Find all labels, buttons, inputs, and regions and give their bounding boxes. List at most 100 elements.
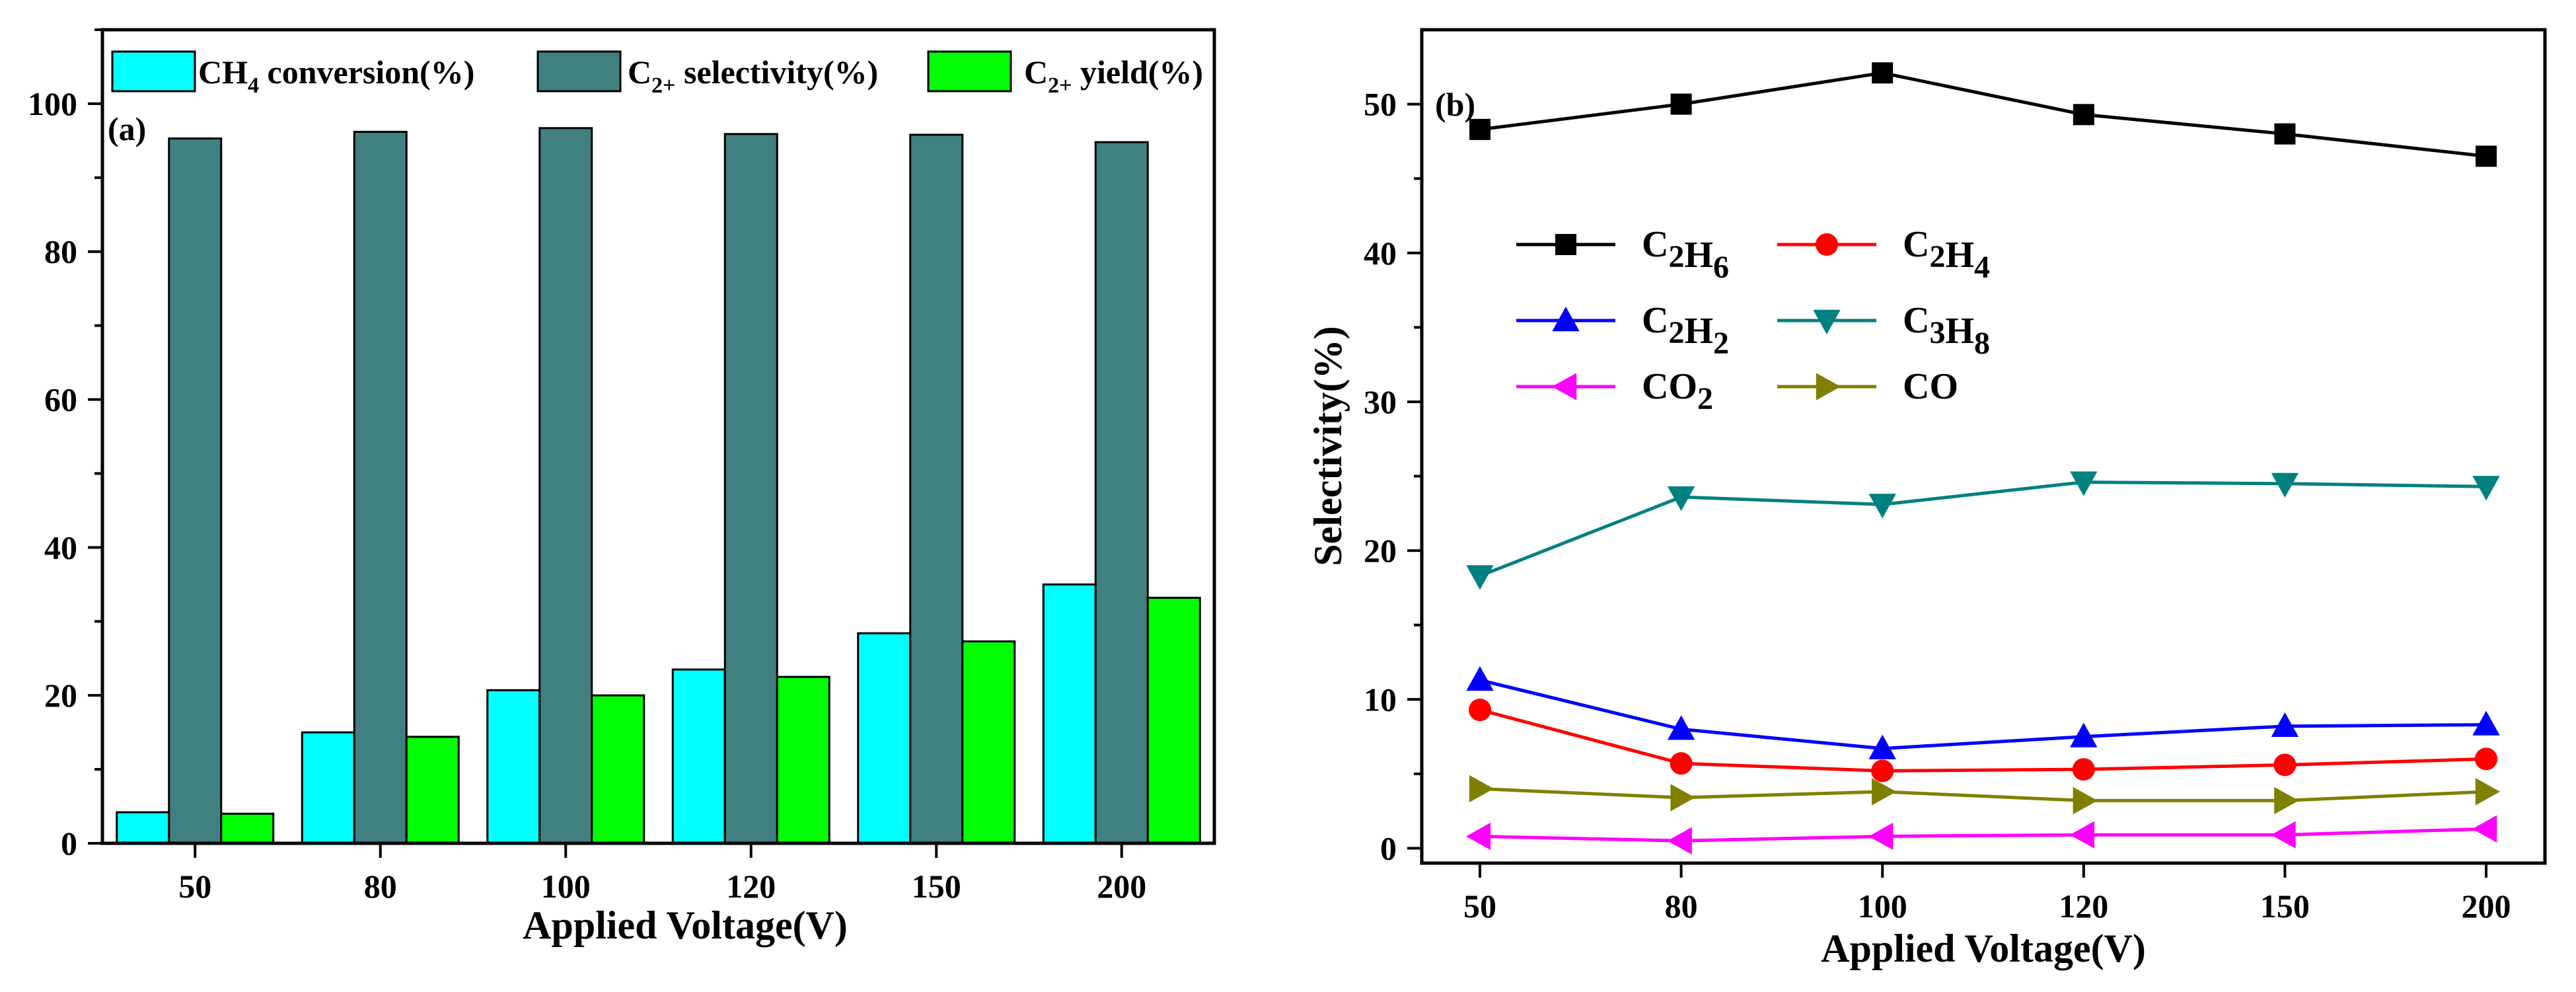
point-c2h4-100 — [1871, 759, 1894, 782]
bar-ch4-conversion-50 — [116, 811, 170, 845]
x-axis-title-b: Applied Voltage(V) — [1821, 927, 2146, 970]
legend-label: C2H2 — [1642, 300, 1729, 361]
y-tick-label: 20 — [1364, 532, 1397, 569]
line-co — [1479, 786, 2487, 802]
y-axis-b: 0 10 20 30 40 50 — [1364, 86, 1422, 866]
point-co-120 — [2073, 786, 2098, 815]
y-tick-label: 10 — [1364, 681, 1397, 718]
x-tick-label: 200 — [2462, 888, 2511, 925]
x-tick-label: 100 — [541, 868, 591, 905]
x-tick-label: 80 — [364, 868, 397, 905]
x-axis-title-a: Applied Voltage(V) — [523, 903, 848, 947]
legend-item-c2-selectivity: C2+ selectivity(%) — [536, 50, 878, 98]
legend-swatch — [927, 50, 1012, 93]
bar-c2-selectivity-50 — [168, 137, 223, 845]
y-tick-label: 50 — [1364, 86, 1397, 123]
legend-marker — [1816, 373, 1841, 401]
x-tick-label: 120 — [2059, 888, 2108, 925]
point-c2h6-80 — [1670, 93, 1692, 115]
bar-c2-yield-50 — [220, 812, 275, 845]
legend-item-c2h4: C2H4 — [1777, 224, 1990, 285]
bar-c2-selectivity-100 — [538, 127, 593, 845]
bar-c2-yield-100 — [591, 694, 645, 845]
legend-item-co: CO — [1777, 366, 1958, 407]
point-co2-100 — [1868, 822, 1894, 851]
point-co-80 — [1670, 784, 1695, 812]
point-c2h2-200 — [2472, 710, 2500, 736]
point-co2-150 — [2271, 821, 2296, 849]
y-axis-title-b: Selectivity(%) — [1306, 326, 1350, 566]
point-c2h2-120 — [2070, 722, 2098, 747]
point-co-100 — [1872, 778, 1897, 806]
x-tick-label: 100 — [1858, 888, 1907, 925]
line-c2h6 — [1479, 71, 2487, 158]
point-c2h6-150 — [2274, 123, 2296, 145]
point-c2h6-100 — [1872, 62, 1894, 84]
y-tick-label: 0 — [1380, 829, 1397, 866]
y-tick-label: 40 — [44, 529, 77, 566]
y-axis-a: 0 20 40 60 80 100 — [28, 28, 102, 862]
plot-frame-a — [100, 28, 1216, 845]
point-co2-120 — [2069, 821, 2094, 849]
bar-c2-selectivity-120 — [723, 133, 778, 845]
point-co2-80 — [1667, 827, 1692, 855]
legend-marker — [1816, 233, 1838, 256]
legend-label: CH4 conversion(%) — [198, 54, 474, 98]
x-tick-label: 150 — [2260, 888, 2310, 925]
panel-label-b: (b) — [1435, 86, 1475, 123]
point-c2h2-150 — [2271, 712, 2299, 738]
point-c2h2-80 — [1667, 715, 1695, 740]
plot-frame-b — [1420, 28, 2547, 865]
bar-c2-selectivity-150 — [909, 134, 964, 845]
bar-c2-yield-150 — [961, 640, 1016, 845]
y-tick-label: 30 — [1364, 383, 1397, 420]
point-c3h8-150 — [2271, 473, 2299, 498]
legend-label: C2+ selectivity(%) — [628, 54, 878, 98]
point-co2-50 — [1465, 822, 1491, 851]
bar-c2-yield-80 — [405, 736, 460, 845]
point-co2-200 — [2472, 815, 2497, 843]
legend-label: C2H4 — [1903, 224, 1990, 285]
point-c2h4-50 — [1469, 699, 1491, 722]
legend-marker — [1552, 306, 1580, 332]
x-tick-label: 80 — [1665, 888, 1698, 925]
legend-item-co2: CO2 — [1516, 366, 1713, 416]
legend-item-ch4-conversion: CH4 conversion(%) — [111, 50, 474, 98]
y-tick-label: 100 — [28, 85, 77, 122]
legend-label: CO2 — [1642, 366, 1713, 416]
legend-item-c2h6: C2H6 — [1516, 224, 1729, 285]
x-tick-label: 200 — [1097, 868, 1146, 905]
legend-marker — [1551, 373, 1577, 401]
y-tick-label: 60 — [44, 381, 77, 418]
line-c2h4 — [1479, 708, 2487, 773]
point-co-50 — [1469, 775, 1494, 803]
point-c2h4-200 — [2475, 747, 2497, 771]
point-co-150 — [2274, 786, 2299, 815]
legend-a: CH4 conversion(%) C2+ selectivity(%) C2+ y… — [111, 50, 1203, 98]
legend-marker — [1555, 234, 1576, 255]
legend-swatch — [536, 50, 622, 93]
point-c2h6-50 — [1469, 118, 1490, 140]
point-c2h2-50 — [1466, 666, 1494, 691]
line-c3h8 — [1479, 480, 2487, 578]
bar-c2-yield-120 — [776, 675, 830, 845]
x-axis-a: 50 80 100 120 150 200 — [178, 843, 1146, 905]
point-c2h4-120 — [2072, 758, 2095, 781]
y-tick-label: 80 — [44, 233, 77, 270]
y-tick-label: 40 — [1364, 235, 1397, 272]
point-c2h4-150 — [2273, 753, 2297, 777]
point-c2h6-120 — [2073, 104, 2094, 126]
bar-marks — [116, 127, 1201, 845]
legend-label: C2+ yield(%) — [1024, 54, 1203, 98]
bar-ch4-conversion-120 — [671, 668, 726, 845]
point-c2h4-80 — [1670, 752, 1693, 775]
point-c3h8-120 — [2070, 471, 2098, 496]
x-tick-label: 150 — [912, 868, 961, 905]
legend-marker — [1813, 309, 1841, 335]
point-c3h8-80 — [1667, 486, 1695, 512]
y-tick-label: 20 — [44, 677, 77, 714]
point-co-200 — [2475, 778, 2501, 806]
x-axis-b: 50 80 100 120 150 200 — [1463, 863, 2511, 925]
panel-label-a: (a) — [108, 110, 146, 147]
